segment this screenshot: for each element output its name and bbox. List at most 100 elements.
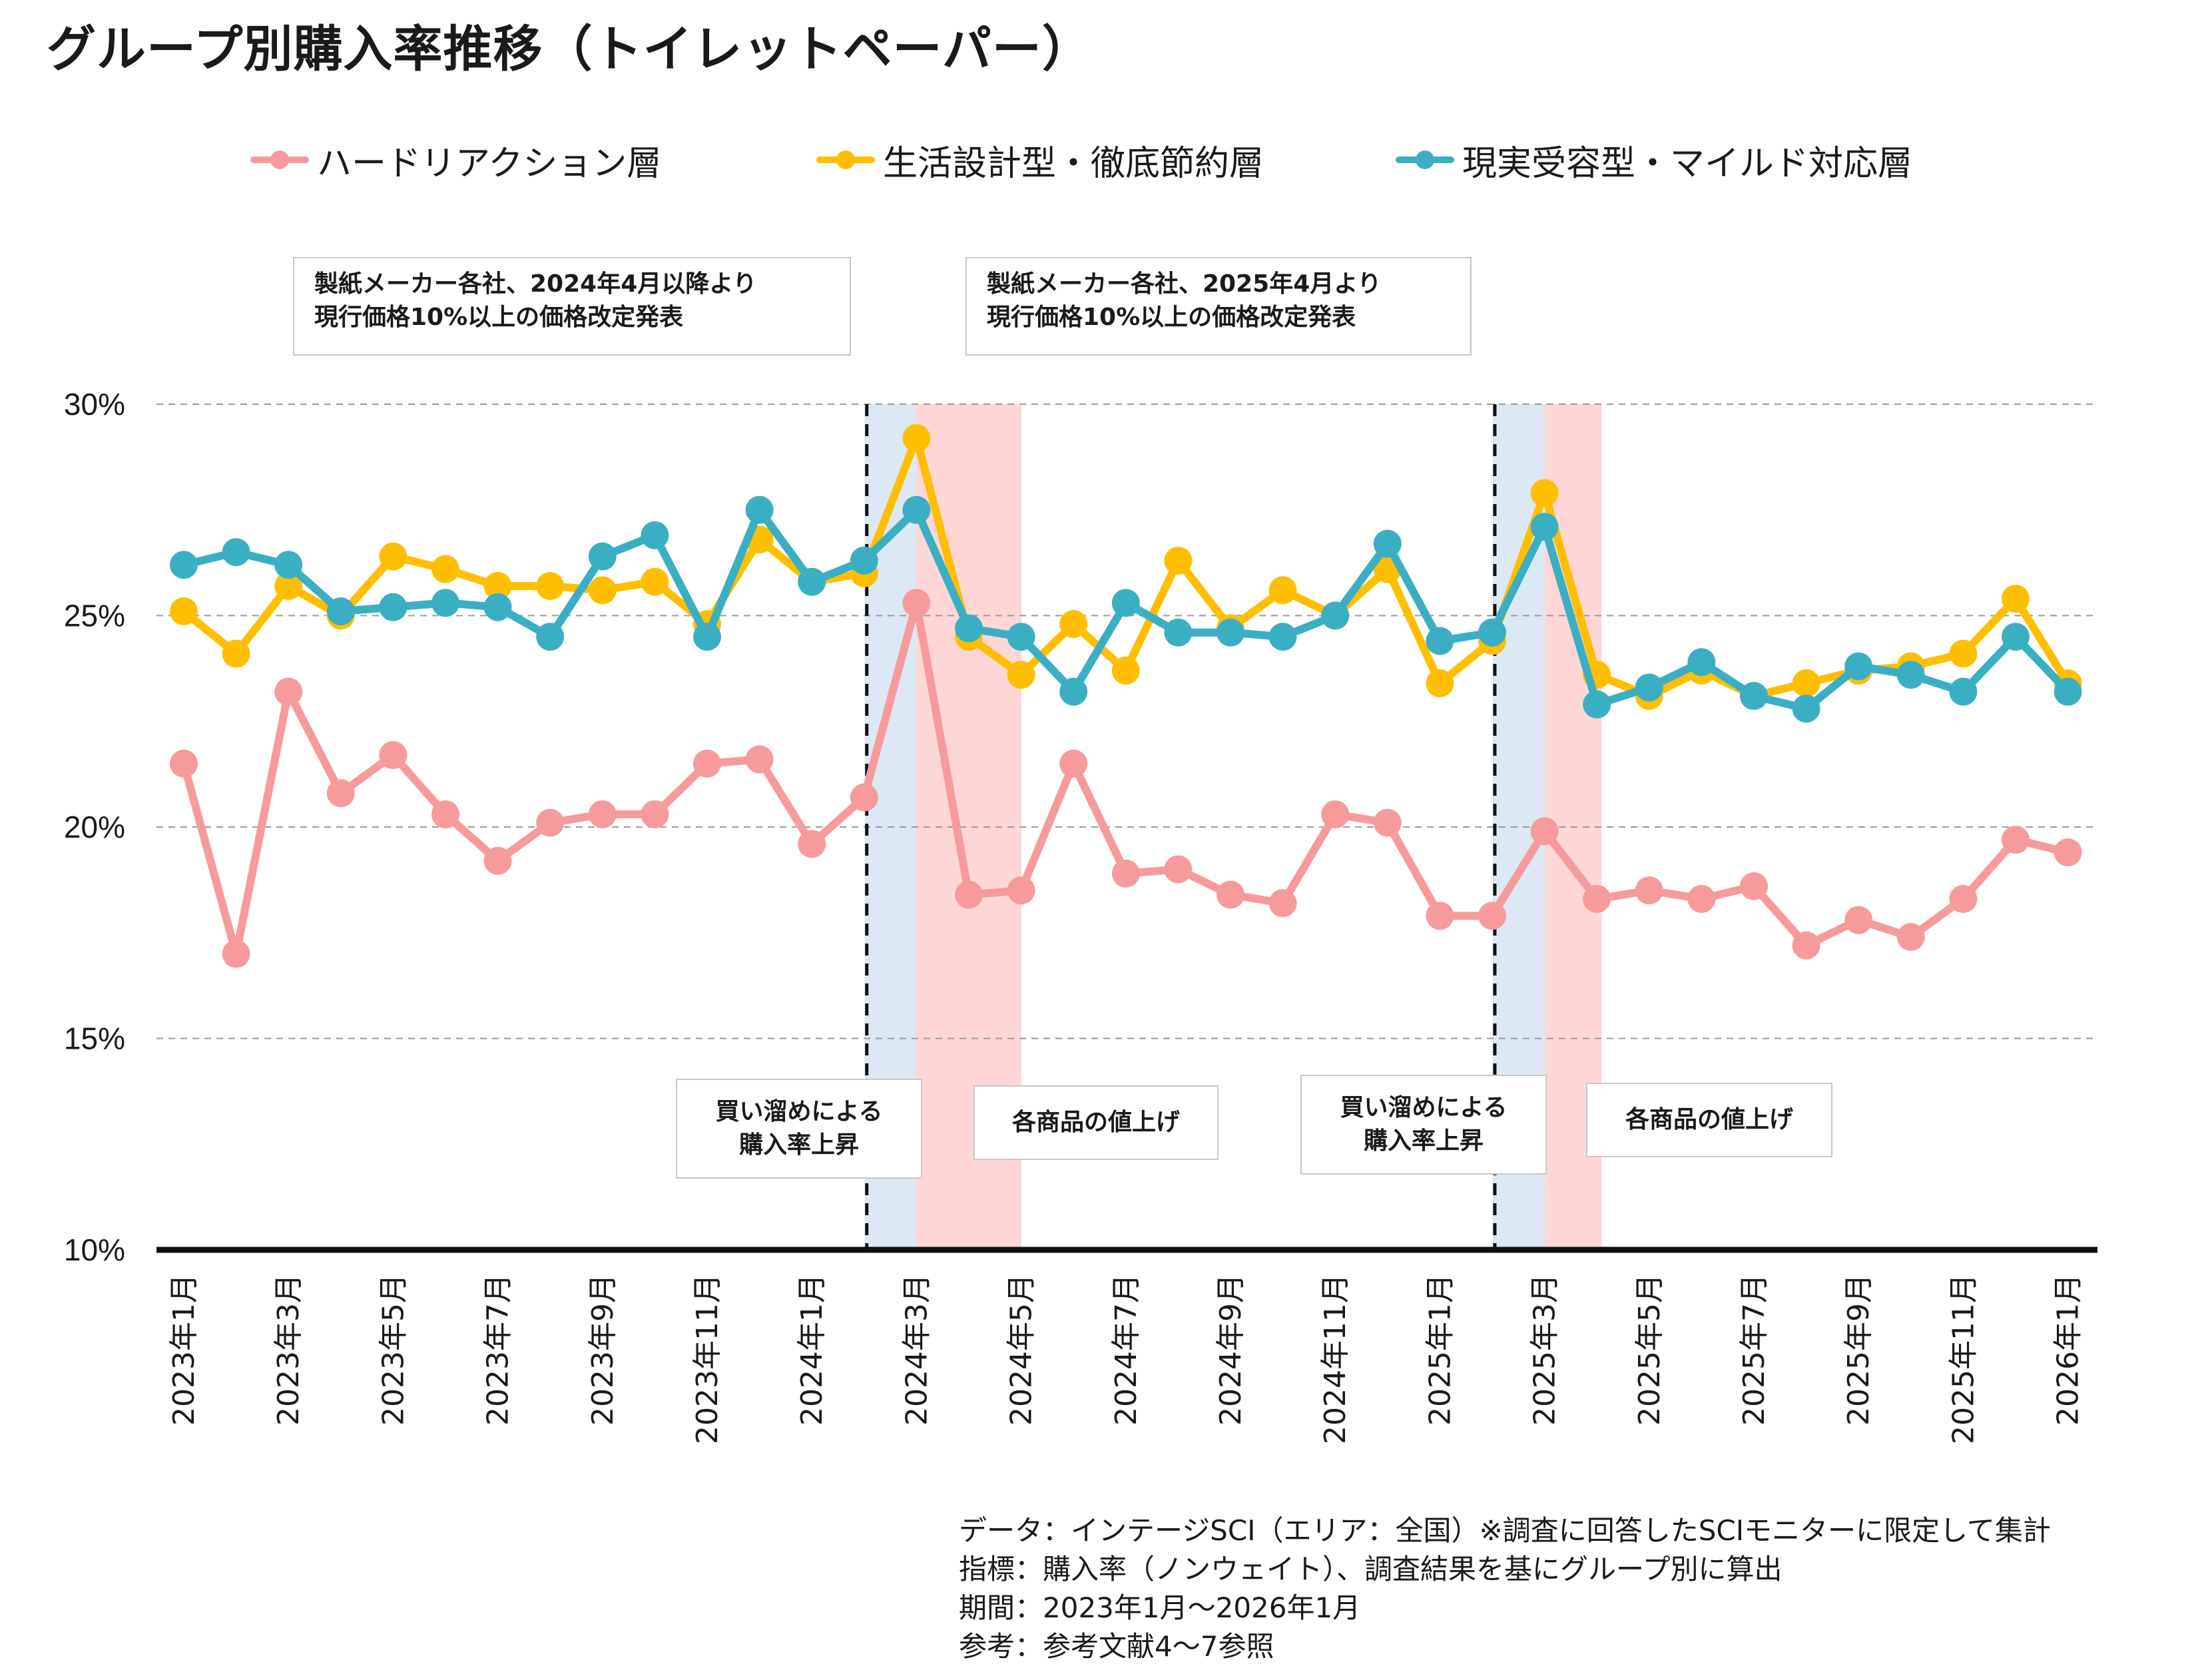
data-point: [1111, 657, 1140, 685]
annotation-priceup-2024: 各商品の値上げ: [973, 1085, 1219, 1160]
data-point: [2054, 838, 2082, 867]
data-point: [955, 880, 983, 909]
y-tick-label: 20%: [64, 810, 125, 844]
data-point: [536, 808, 565, 837]
annotation-stockup-2024-line1: 買い溜めによる: [715, 1098, 883, 1125]
data-point: [745, 495, 774, 524]
annotation-stockup-2024-line2: 購入率上昇: [738, 1131, 859, 1159]
data-point: [1321, 601, 1350, 630]
data-point: [588, 800, 617, 828]
data-point: [1896, 661, 1925, 689]
data-point: [1217, 618, 1244, 647]
data-point: [1949, 677, 1978, 706]
data-point: [379, 542, 408, 571]
data-point: [431, 555, 459, 583]
footnote-data-source: データ：インテージSCI（エリア：全国）※調査に回答したSCIモニターに限定して…: [959, 1514, 2051, 1547]
data-point: [1792, 931, 1820, 960]
x-tick-label: 2025年1月: [1423, 1274, 1457, 1426]
data-point: [1164, 546, 1193, 575]
data-point: [483, 572, 512, 601]
data-point: [798, 830, 826, 858]
legend-label-hard-reaction: ハードリアクション層: [317, 143, 662, 184]
data-point: [1687, 648, 1716, 677]
x-tick-label: 2023年3月: [272, 1274, 306, 1426]
data-point: [641, 567, 669, 596]
data-point: [1740, 872, 1768, 900]
data-point: [1478, 902, 1506, 930]
annotation-announce-2024-line1: 製紙メーカー各社、2024年4月以降より: [314, 270, 757, 298]
data-point: [641, 521, 669, 549]
footnote-period: 期間：2023年1月〜2026年1月: [959, 1591, 1361, 1624]
data-point: [483, 846, 512, 875]
annotation-priceup-2024-line1: 各商品の値上げ: [1011, 1109, 1180, 1136]
data-point: [274, 677, 303, 706]
data-point: [1164, 855, 1193, 884]
annotation-priceup-2025: 各商品の値上げ: [1586, 1083, 1832, 1157]
data-point: [850, 783, 878, 812]
data-point: [1164, 618, 1193, 647]
annotation-announce-2025-line1: 製紙メーカー各社、2025年4月より: [987, 270, 1382, 298]
data-point: [170, 551, 198, 579]
data-point: [1007, 661, 1035, 689]
data-point: [222, 538, 250, 567]
legend-item-frugal[interactable]: 生活設計型・徹底節約層: [812, 127, 1264, 193]
data-point: [1635, 876, 1663, 905]
data-point: [222, 940, 250, 968]
data-point: [1530, 513, 1559, 541]
annotation-priceup-2025-line1: 各商品の値上げ: [1625, 1106, 1793, 1133]
x-tick-label: 2024年9月: [1214, 1274, 1248, 1426]
x-tick-label: 2023年5月: [376, 1274, 410, 1426]
data-point: [902, 589, 931, 617]
annotation-announce-2024: 製紙メーカー各社、2024年4月以降より 現行価格10%以上の価格改定発表: [293, 257, 851, 356]
data-point: [274, 572, 303, 601]
x-tick-label: 2023年9月: [586, 1274, 620, 1426]
data-point: [1111, 589, 1140, 617]
y-tick-label: 10%: [64, 1233, 125, 1267]
data-point: [588, 576, 617, 605]
legend-item-mild[interactable]: 現実受容型・マイルド対応層: [1392, 127, 1912, 193]
annotation-stockup-2024: 買い溜めによる 購入率上昇: [676, 1079, 922, 1179]
y-tick-label: 15%: [64, 1021, 125, 1056]
data-point: [745, 745, 774, 774]
x-tick-label: 2024年11月: [1318, 1274, 1352, 1444]
data-point: [588, 542, 617, 571]
legend-item-hard-reaction[interactable]: ハードリアクション層: [246, 127, 661, 193]
annotation-stockup-2025: 買い溜めによる 購入率上昇: [1300, 1075, 1547, 1175]
footnote-metric: 指標：購入率（ノンウェイト）、調査結果を基にグループ別に算出: [959, 1553, 1783, 1585]
footnotes: データ：インテージSCI（エリア：全国）※調査に回答したSCIモニターに限定して…: [959, 1512, 2051, 1666]
data-point: [1687, 884, 1716, 913]
x-tick-label: 2025年11月: [1946, 1274, 1980, 1444]
data-point: [955, 614, 983, 643]
data-point: [1268, 889, 1297, 918]
data-point: [641, 800, 669, 828]
x-tick-label: 2025年7月: [1737, 1274, 1771, 1426]
data-point: [1635, 673, 1663, 702]
data-point: [1792, 695, 1820, 723]
data-point: [536, 623, 565, 651]
data-point: [431, 589, 459, 617]
footnote-reference: 参考：参考文献4〜7参照: [959, 1630, 1274, 1663]
data-point: [379, 593, 408, 621]
data-point: [326, 597, 355, 626]
data-point: [1268, 623, 1297, 651]
data-point: [1268, 576, 1297, 605]
x-tick-label: 2025年5月: [1633, 1274, 1667, 1426]
data-point: [2002, 585, 2030, 613]
data-point: [2002, 826, 2030, 854]
data-point: [1217, 880, 1244, 909]
data-point: [1949, 884, 1978, 913]
data-point: [798, 567, 826, 596]
data-point: [2002, 623, 2030, 651]
data-point: [902, 423, 931, 452]
series-2: [170, 495, 2082, 723]
legend-label-frugal: 生活設計型・徹底節約層: [883, 143, 1264, 184]
data-point: [1321, 800, 1350, 828]
x-tick-label: 2023年1月: [167, 1274, 201, 1426]
data-point: [222, 639, 250, 668]
data-point: [1426, 627, 1454, 655]
annotation-announce-2024-line2: 現行価格10%以上の価格改定発表: [314, 304, 684, 331]
data-point: [850, 546, 878, 575]
data-point: [693, 623, 721, 651]
data-point: [1844, 652, 1873, 681]
